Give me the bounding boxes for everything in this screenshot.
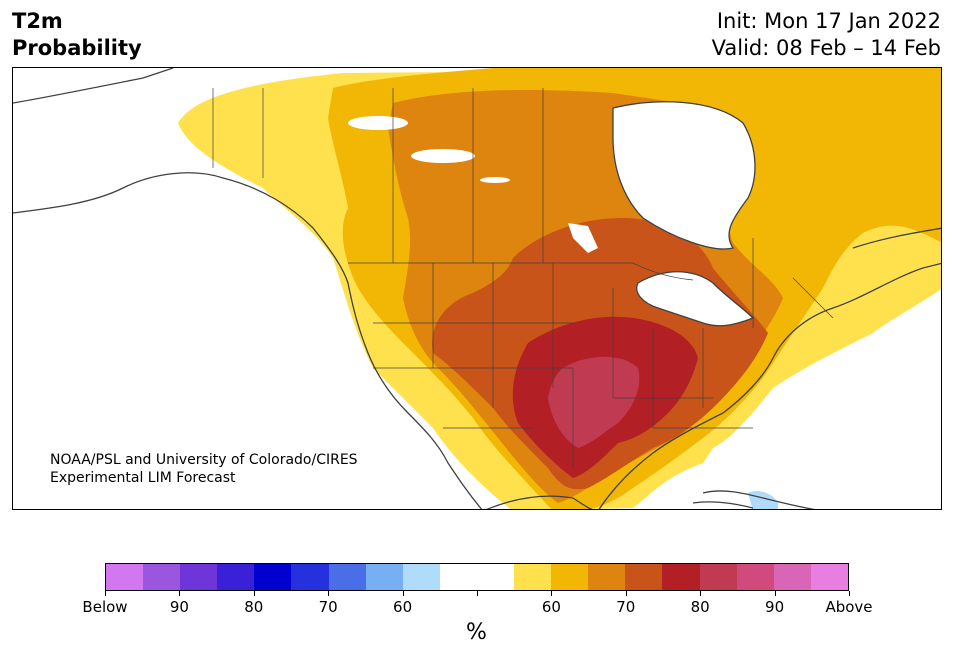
colorbar-tick bbox=[625, 591, 627, 596]
hudson-bay bbox=[613, 101, 755, 249]
colorbar-tick-label: 70 bbox=[318, 598, 338, 616]
colorbar-cell bbox=[736, 564, 774, 590]
coastlines bbox=[13, 68, 941, 509]
colorbar-cell bbox=[625, 564, 663, 590]
colorbar-cell bbox=[551, 564, 589, 590]
colorbar-cell bbox=[365, 564, 403, 590]
colorbar-tick bbox=[700, 591, 702, 596]
colorbar-tick bbox=[253, 591, 255, 596]
title-line-1: T2m bbox=[12, 9, 63, 33]
colorbar bbox=[105, 563, 849, 591]
colorbar-cell bbox=[439, 564, 477, 590]
map-canvas bbox=[13, 68, 941, 509]
lake-winnipeg bbox=[568, 223, 598, 253]
prob-region-85 bbox=[548, 356, 640, 448]
colorbar-unit: % bbox=[466, 620, 487, 645]
colorbar-cell bbox=[180, 564, 218, 590]
colorbar-cell bbox=[588, 564, 626, 590]
init-date: Init: Mon 17 Jan 2022 bbox=[716, 9, 941, 33]
colorbar-cell bbox=[476, 564, 515, 590]
colorbar-cell bbox=[773, 564, 811, 590]
colorbar-cell bbox=[810, 564, 848, 590]
colorbar-cell bbox=[514, 564, 552, 590]
political-borders bbox=[212, 88, 834, 468]
colorbar-tick-label: 80 bbox=[244, 598, 264, 616]
colorbar-tick-label: 80 bbox=[690, 598, 710, 616]
colorbar-cell bbox=[254, 564, 292, 590]
lake-great-bear bbox=[348, 116, 408, 130]
colorbar-cell bbox=[662, 564, 700, 590]
colorbar-tick-label: 60 bbox=[541, 598, 561, 616]
colorbar-tick-label: Below bbox=[82, 598, 128, 616]
colorbar-tick bbox=[774, 591, 776, 596]
lake-great-slave bbox=[411, 149, 475, 163]
forecast-dates: Init: Mon 17 Jan 2022 Valid: 08 Feb – 14… bbox=[712, 8, 941, 62]
title-line-2: Probability bbox=[12, 36, 142, 60]
credit-line-2: Experimental LIM Forecast bbox=[50, 470, 236, 486]
colorbar-tick bbox=[477, 591, 478, 596]
colorbar-cell bbox=[328, 564, 366, 590]
colorbar-cell bbox=[106, 564, 144, 590]
lake-athabasca bbox=[480, 177, 510, 183]
colorbar-ticks bbox=[105, 591, 850, 599]
colorbar-tick-label: 60 bbox=[393, 598, 413, 616]
credit-line-1: NOAA/PSL and University of Colorado/CIRE… bbox=[50, 452, 358, 468]
colorbar-cell bbox=[699, 564, 737, 590]
colorbar-tick-label: 90 bbox=[765, 598, 785, 616]
colorbar-cell bbox=[217, 564, 255, 590]
map-title: T2m Probability bbox=[12, 8, 142, 62]
colorbar-tick bbox=[402, 591, 404, 596]
valid-range: Valid: 08 Feb – 14 Feb bbox=[711, 36, 941, 60]
map-credit: NOAA/PSL and University of Colorado/CIRE… bbox=[50, 451, 358, 487]
colorbar-tick bbox=[179, 591, 181, 596]
colorbar-tick bbox=[105, 591, 106, 596]
great-lakes bbox=[636, 271, 753, 326]
colorbar-cell bbox=[143, 564, 181, 590]
colorbar-tick bbox=[551, 591, 553, 596]
colorbar-tick bbox=[849, 591, 850, 596]
colorbar-cell bbox=[291, 564, 329, 590]
probability-map: NOAA/PSL and University of Colorado/CIRE… bbox=[12, 67, 942, 510]
colorbar-tick-label: Above bbox=[825, 598, 873, 616]
colorbar-cell bbox=[402, 564, 440, 590]
colorbar-tick-label: 90 bbox=[169, 598, 189, 616]
colorbar-tick bbox=[328, 591, 330, 596]
colorbar-tick-label: 70 bbox=[616, 598, 636, 616]
